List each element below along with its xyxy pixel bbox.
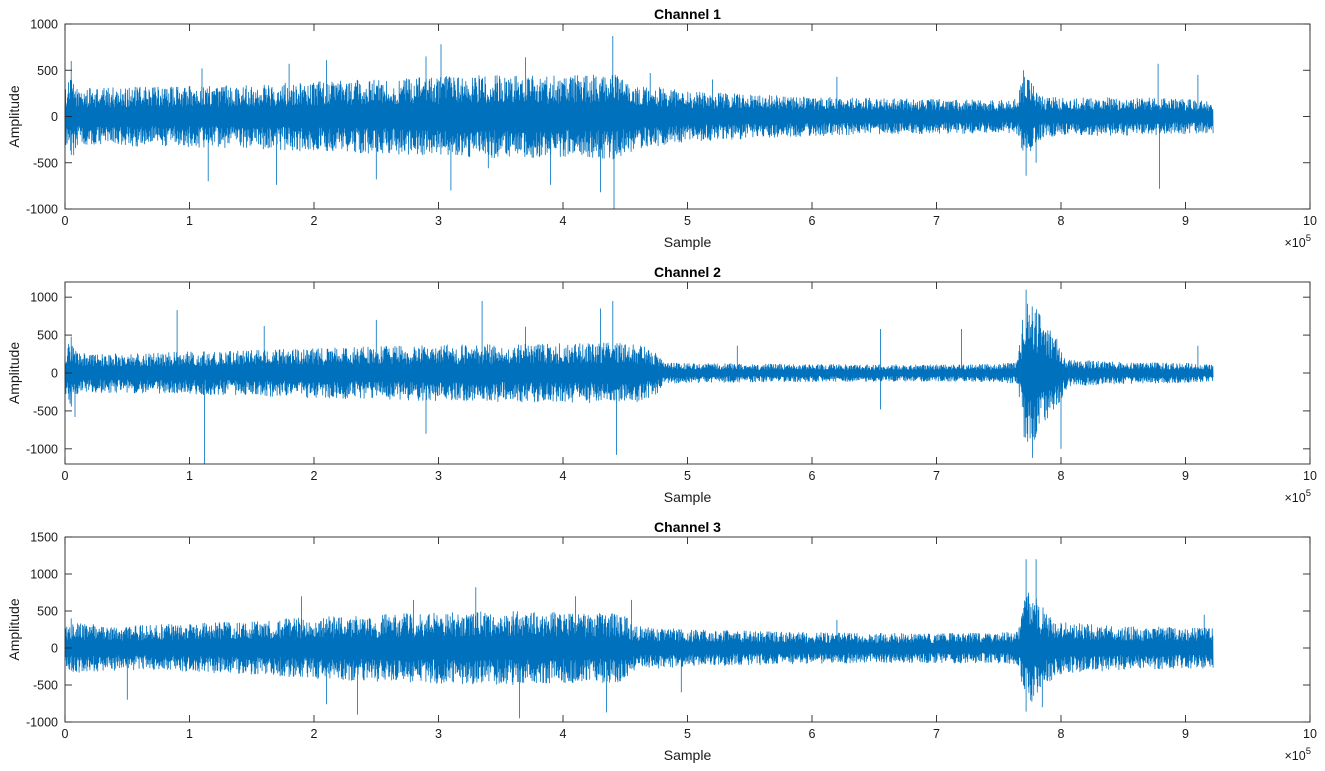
- y-tick-label: 500: [37, 605, 58, 619]
- x-tick-label: 7: [933, 469, 940, 483]
- chart-title: Channel 2: [654, 264, 721, 280]
- y-axis-label: Amplitude: [6, 598, 22, 660]
- x-tick-label: 9: [1182, 727, 1189, 741]
- x-exponent-power: 5: [1306, 488, 1311, 499]
- x-axis-label: Sample: [664, 234, 712, 250]
- x-tick-label: 0: [62, 214, 69, 228]
- x-axis-label: Sample: [664, 747, 712, 763]
- x-tick-label: 1: [186, 469, 193, 483]
- y-axis-label: Amplitude: [6, 85, 22, 147]
- y-tick-label: -1000: [26, 203, 58, 217]
- y-tick-label: -1000: [26, 442, 58, 456]
- x-tick-label: 10: [1303, 727, 1317, 741]
- x-tick-label: 6: [809, 214, 816, 228]
- y-tick-label: 0: [51, 110, 58, 124]
- x-tick-label: 4: [560, 469, 567, 483]
- x-exponent-base: ×10: [1284, 236, 1305, 250]
- x-tick-label: 0: [62, 727, 69, 741]
- chart-title: Channel 1: [654, 6, 721, 22]
- y-tick-label: 1000: [30, 291, 58, 305]
- y-tick-label: 500: [37, 64, 58, 78]
- x-tick-label: 8: [1058, 214, 1065, 228]
- y-tick-label: -500: [33, 679, 58, 693]
- x-exponent-power: 5: [1306, 746, 1311, 757]
- x-exponent-label: ×105: [1284, 233, 1311, 250]
- x-tick-label: 3: [435, 727, 442, 741]
- y-tick-label: 500: [37, 329, 58, 343]
- x-tick-label: 3: [435, 469, 442, 483]
- y-axis-label: Amplitude: [6, 342, 22, 404]
- x-tick-label: 6: [809, 727, 816, 741]
- x-tick-label: 8: [1058, 727, 1065, 741]
- x-tick-label: 10: [1303, 469, 1317, 483]
- x-tick-label: 7: [933, 214, 940, 228]
- x-tick-label: 5: [684, 469, 691, 483]
- x-tick-label: 6: [809, 469, 816, 483]
- signal-trace-channel-1: [64, 36, 1214, 209]
- signal-trace-channel-3: [64, 559, 1214, 719]
- chart-panel-2: 0 1 2 3 4 5 6 7 8 9 10 1000 500 0 -500 -1000 Channel 2 Sa…: [6, 264, 1317, 505]
- x-tick-label: 2: [311, 469, 318, 483]
- x-tick-label: 4: [560, 214, 567, 228]
- chart-panel-1: 0 1 2 3 4 5 6 7 8 9 10 1000 500 0 -500 -1000 Channel 1 Sa…: [6, 6, 1317, 250]
- y-tick-label: -500: [33, 156, 58, 170]
- x-tick-label: 5: [684, 214, 691, 228]
- x-tick-label: 9: [1182, 469, 1189, 483]
- x-exponent-base: ×10: [1284, 491, 1305, 505]
- x-exponent-base: ×10: [1284, 749, 1305, 763]
- x-tick-label: 2: [311, 727, 318, 741]
- x-tick-label: 10: [1303, 214, 1317, 228]
- x-exponent-label: ×105: [1284, 488, 1311, 505]
- y-tick-label: 1500: [30, 531, 58, 545]
- x-tick-label: 2: [311, 214, 318, 228]
- x-tick-label: 5: [684, 727, 691, 741]
- x-tick-label: 9: [1182, 214, 1189, 228]
- y-tick-label: -1000: [26, 716, 58, 730]
- x-exponent-label: ×105: [1284, 746, 1311, 763]
- x-tick-label: 1: [186, 727, 193, 741]
- x-tick-label: 1: [186, 214, 193, 228]
- x-axis-label: Sample: [664, 489, 712, 505]
- x-tick-label: 3: [435, 214, 442, 228]
- y-tick-label: 0: [51, 642, 58, 656]
- signal-trace-channel-2: [64, 289, 1214, 464]
- chart-title: Channel 3: [654, 519, 721, 535]
- x-tick-label: 4: [560, 727, 567, 741]
- x-tick-label: 8: [1058, 469, 1065, 483]
- y-tick-label: -500: [33, 404, 58, 418]
- y-tick-label: 0: [51, 367, 58, 381]
- x-tick-label: 0: [62, 469, 69, 483]
- x-tick-label: 7: [933, 727, 940, 741]
- chart-panel-3: 0 1 2 3 4 5 6 7 8 9 10 1500 1000 500 0 -500 -1000 Channel…: [6, 519, 1317, 763]
- y-tick-label: 1000: [30, 18, 58, 32]
- y-tick-label: 1000: [30, 568, 58, 582]
- x-exponent-power: 5: [1306, 233, 1311, 244]
